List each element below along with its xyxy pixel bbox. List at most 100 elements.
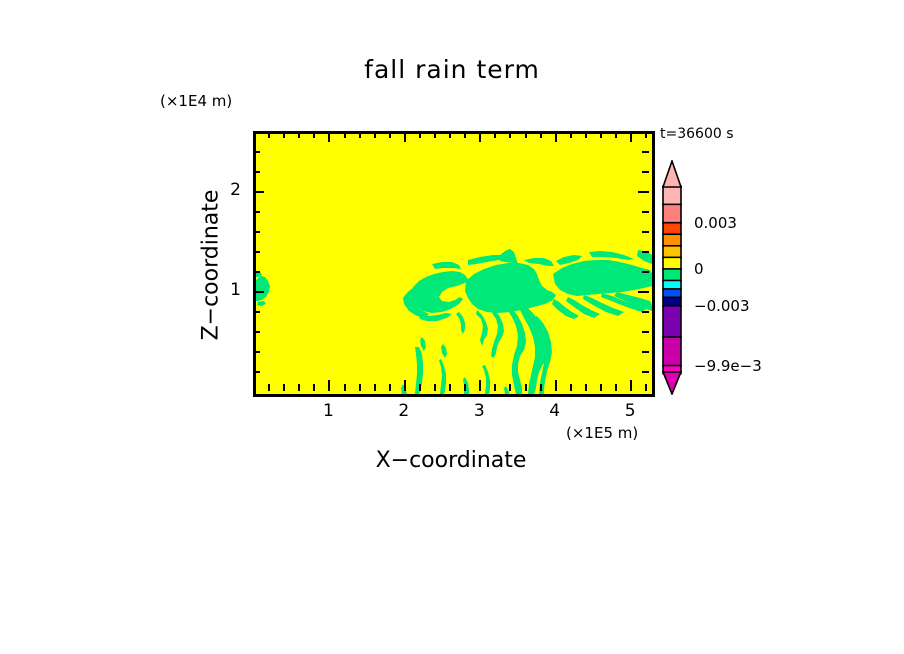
colorbar-band xyxy=(662,256,682,271)
y-minor-tick xyxy=(253,151,260,153)
y-minor-tick xyxy=(253,251,260,253)
x-tick-label: 1 xyxy=(323,401,334,421)
x-major-tick xyxy=(404,380,406,391)
x-minor-tick xyxy=(283,384,285,391)
x-minor-tick xyxy=(374,384,376,391)
x-minor-tick-top xyxy=(525,131,527,138)
page-title: fall rain term xyxy=(364,55,540,84)
colorbar-band xyxy=(662,304,682,339)
y-major-tick xyxy=(253,291,264,293)
x-minor-tick-top xyxy=(449,131,451,138)
x-minor-tick-top xyxy=(570,131,572,138)
colorbar-bottom-arrow xyxy=(661,371,683,395)
x-minor-tick-top xyxy=(585,131,587,138)
x-minor-tick xyxy=(600,384,602,391)
x-axis-unit-label: (×1E5 m) xyxy=(566,424,639,442)
x-minor-tick xyxy=(509,384,511,391)
x-major-tick-top xyxy=(404,131,406,142)
x-minor-tick-top xyxy=(359,131,361,138)
colorbar-swatches xyxy=(661,160,683,395)
y-tick-label: 1 xyxy=(230,280,241,300)
x-minor-tick-top xyxy=(600,131,602,138)
x-minor-tick xyxy=(615,384,617,391)
y-minor-tick-right xyxy=(642,271,649,273)
x-minor-tick xyxy=(359,384,361,391)
y-minor-tick-right xyxy=(642,151,649,153)
x-minor-tick-top xyxy=(419,131,421,138)
x-axis-title: X−coordinate xyxy=(375,448,527,473)
y-minor-tick-right xyxy=(642,331,649,333)
y-minor-tick xyxy=(253,371,260,373)
x-minor-tick xyxy=(585,384,587,391)
y-tick-label: 2 xyxy=(230,180,241,200)
x-minor-tick-top xyxy=(434,131,436,138)
y-axis-title-text: Z−coordinate xyxy=(198,189,224,341)
colorbar-band xyxy=(662,336,682,367)
x-minor-tick xyxy=(525,384,527,391)
x-minor-tick xyxy=(419,384,421,391)
x-minor-tick xyxy=(494,384,496,391)
x-major-tick xyxy=(555,380,557,391)
contour-field xyxy=(256,134,652,394)
x-minor-tick-top xyxy=(374,131,376,138)
x-minor-tick-top xyxy=(645,131,647,138)
y-minor-tick-right xyxy=(642,311,649,313)
colorbar-band xyxy=(662,221,682,236)
y-minor-tick-right xyxy=(642,211,649,213)
y-minor-tick-right xyxy=(642,351,649,353)
colorbar-top-arrow xyxy=(661,160,683,188)
x-minor-tick xyxy=(268,384,270,391)
x-minor-tick xyxy=(645,384,647,391)
x-major-tick xyxy=(328,380,330,391)
x-minor-tick xyxy=(540,384,542,391)
x-minor-tick-top xyxy=(268,131,270,138)
x-minor-tick-top xyxy=(298,131,300,138)
colorbar-tick-label: −0.003 xyxy=(694,296,750,315)
colorbar-band xyxy=(662,268,682,282)
y-minor-tick xyxy=(253,231,260,233)
y-minor-tick xyxy=(253,351,260,353)
x-tick-label: 3 xyxy=(473,401,485,421)
y-minor-tick-right xyxy=(642,231,649,233)
x-tick-label: 4 xyxy=(549,401,561,421)
contour-plot-area xyxy=(253,131,655,397)
y-minor-tick xyxy=(253,171,260,173)
y-major-tick xyxy=(253,191,264,193)
y-minor-tick xyxy=(253,311,260,313)
x-minor-tick-top xyxy=(344,131,346,138)
colorbar-band xyxy=(662,203,682,225)
time-annotation: t=36600 s xyxy=(660,126,734,142)
x-minor-tick xyxy=(434,384,436,391)
x-minor-tick-top xyxy=(389,131,391,138)
y-minor-tick-right xyxy=(642,251,649,253)
colorbar-band xyxy=(662,233,682,248)
x-major-tick xyxy=(479,380,481,391)
y-minor-tick-right xyxy=(642,371,649,373)
x-minor-tick-top xyxy=(464,131,466,138)
x-minor-tick xyxy=(298,384,300,391)
colorbar-tick-label: 0 xyxy=(694,259,704,278)
y-minor-tick-right xyxy=(642,171,649,173)
y-axis-unit-label: (×1E4 m) xyxy=(160,92,233,110)
x-tick-label: 5 xyxy=(624,401,636,421)
y-major-tick-right xyxy=(638,291,649,293)
x-minor-tick xyxy=(570,384,572,391)
x-minor-tick xyxy=(464,384,466,391)
x-major-tick-top xyxy=(630,131,632,142)
x-major-tick-top xyxy=(328,131,330,142)
y-minor-tick xyxy=(253,271,260,273)
x-minor-tick xyxy=(344,384,346,391)
y-major-tick-right xyxy=(638,191,649,193)
colorbar-band xyxy=(662,185,682,206)
x-minor-tick-top xyxy=(283,131,285,138)
x-minor-tick xyxy=(389,384,391,391)
y-minor-tick xyxy=(253,211,260,213)
negative-rain-term-region xyxy=(256,249,652,394)
x-major-tick xyxy=(630,380,632,391)
y-minor-tick xyxy=(253,331,260,333)
colorbar-band xyxy=(662,244,682,259)
x-minor-tick xyxy=(313,384,315,391)
x-minor-tick-top xyxy=(540,131,542,138)
x-minor-tick xyxy=(449,384,451,391)
x-tick-label: 2 xyxy=(398,401,410,421)
